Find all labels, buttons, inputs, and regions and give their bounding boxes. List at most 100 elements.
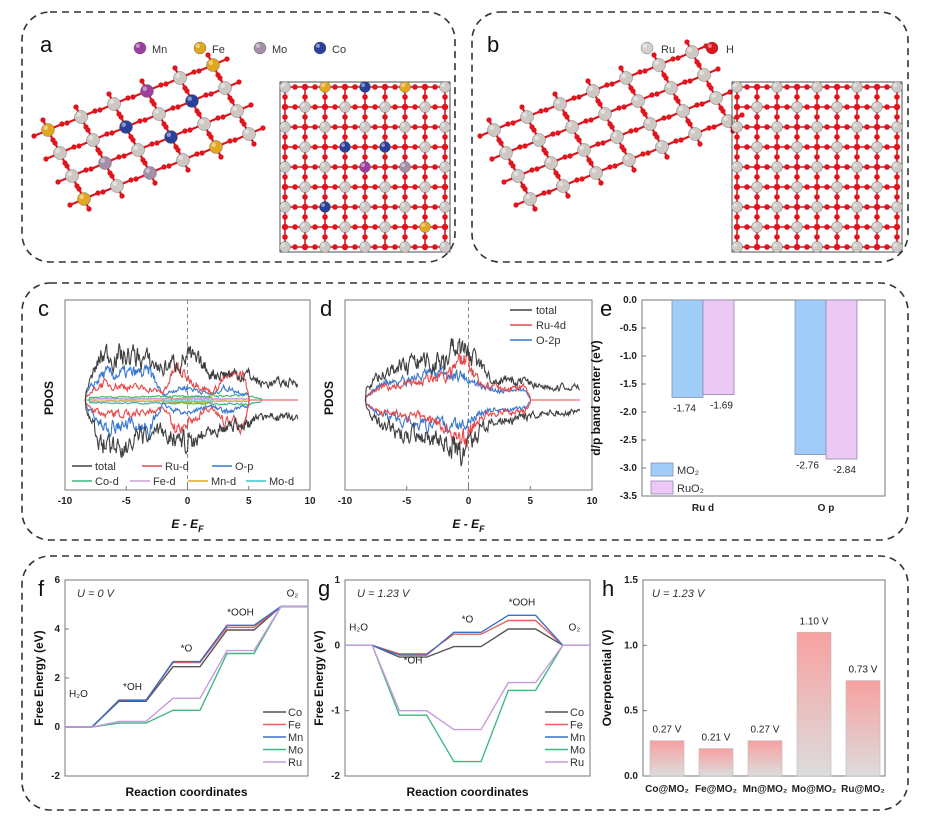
oxygen-atom (687, 121, 693, 127)
metal-atom (685, 45, 699, 59)
oxygen-atom (392, 224, 398, 230)
oxygen-atom (442, 94, 448, 100)
metal-atom-highlight (633, 96, 638, 101)
oxygen-atom (874, 94, 880, 100)
oxygen-atom (352, 244, 358, 250)
oxygen-atom (312, 144, 318, 150)
oxygen-atom (392, 164, 398, 170)
oxygen-atom (814, 154, 820, 160)
oxygen-atom (282, 214, 288, 220)
oxygen-atom (754, 94, 760, 100)
oxygen-atom (784, 164, 790, 170)
oxygen-atom (793, 123, 801, 131)
oxygen-atom (292, 224, 298, 230)
oxygen-atom (873, 243, 881, 251)
bar-o-p-0 (794, 299, 827, 455)
oxygen-atom (734, 94, 740, 100)
oxygen-atom (342, 214, 348, 220)
metal-atom-highlight (534, 135, 539, 141)
metal-atom-highlight (401, 83, 406, 87)
oxygen-atom (312, 224, 318, 230)
x-axis-title-c: E - EF (171, 517, 204, 534)
oxygen-atom (227, 138, 233, 144)
oxygen-atom (402, 174, 408, 180)
x-axis-title-d: E - EF (452, 517, 485, 534)
oxygen-atom (342, 194, 348, 200)
oxygen-atom (432, 224, 438, 230)
metal-atom (831, 221, 843, 233)
y-tick-label: -3.0 (620, 463, 638, 474)
oxygen-atom (754, 234, 760, 240)
oxygen-atom (794, 194, 800, 200)
oxygen-atom (372, 224, 378, 230)
metal-atom-highlight (321, 203, 326, 207)
metal-atom-highlight (813, 243, 817, 247)
oxygen-atom (753, 83, 761, 91)
oxygen-atom (564, 114, 570, 120)
legend-label-mn: Mn (152, 44, 167, 56)
oxygen-atom (381, 83, 389, 91)
state-label: *O (181, 644, 193, 655)
oxygen-atom (149, 141, 155, 147)
oxygen-atom (522, 186, 528, 192)
legend-label-co: Co (570, 707, 584, 719)
metal-atom (319, 121, 331, 133)
x-axis-title-sub: F (198, 524, 204, 534)
metal-atom-highlight (733, 83, 737, 87)
oxygen-atom (873, 163, 881, 171)
oxygen-atom (421, 123, 429, 131)
metal-atom-highlight (733, 123, 737, 127)
oxygen-atom (565, 193, 571, 199)
oxygen-atom (894, 214, 900, 220)
oxygen-atom (196, 68, 202, 74)
oxygen-atom (764, 84, 770, 90)
oxygen-atom (382, 154, 388, 160)
metal-atom (439, 161, 451, 173)
legend-label-ru-d: Ru-d (165, 461, 189, 473)
pdos-curve-o-p-down (84, 399, 298, 440)
legend-label-ru: Ru (570, 757, 584, 769)
oxygen-atom (754, 194, 760, 200)
metal-atom (871, 141, 883, 153)
x-tick-label: 5 (246, 496, 252, 507)
metal-atom-highlight (301, 143, 306, 147)
metal-atom (185, 94, 199, 108)
legend-atom-h-icon (705, 41, 719, 55)
frame-fgh (21, 555, 909, 811)
metal-atom (751, 221, 763, 233)
metal-atom-highlight (873, 183, 877, 187)
potential-annotation: U = 1.23 V (652, 588, 706, 600)
energy-path-mo (65, 605, 308, 728)
oxygen-atom (894, 134, 900, 140)
oxygen-atom (282, 94, 288, 100)
legend-label-mo: Mo (570, 745, 585, 757)
metal-atom (731, 241, 743, 253)
oxygen-atom (744, 84, 750, 90)
oxygen-atom (441, 103, 449, 111)
oxygen-atom (121, 153, 127, 159)
metal-atom-highlight (579, 145, 584, 151)
pdos-curve-co-d-down (84, 399, 298, 407)
oxygen-atom (884, 224, 890, 230)
metal-atom (131, 143, 145, 157)
oxygen-atom (432, 204, 438, 210)
oxygen-atom (322, 234, 328, 240)
oxygen-atom (673, 138, 679, 144)
bar-4 (845, 680, 881, 777)
oxygen-atom (546, 189, 552, 195)
metal-atom (589, 166, 603, 180)
oxygen-atom (342, 234, 348, 240)
oxygen-atom (442, 234, 448, 240)
legend-label-ru-4d: Ru-4d (536, 320, 566, 332)
oxygen-atom (191, 69, 197, 75)
oxygen-atom (401, 143, 409, 151)
x-category-label: Ru d (692, 503, 714, 514)
y-tick-label: -0.5 (620, 323, 638, 334)
oxygen-atom (794, 114, 800, 120)
legend-atom-ru-icon (640, 41, 654, 55)
legend-atom-ru-icon-highlight (642, 43, 648, 49)
oxygen-atom (764, 104, 770, 110)
x-axis-title-g: Reaction coordinates (406, 785, 528, 799)
oxygen-atom (477, 133, 483, 139)
metal-atom (751, 181, 763, 193)
